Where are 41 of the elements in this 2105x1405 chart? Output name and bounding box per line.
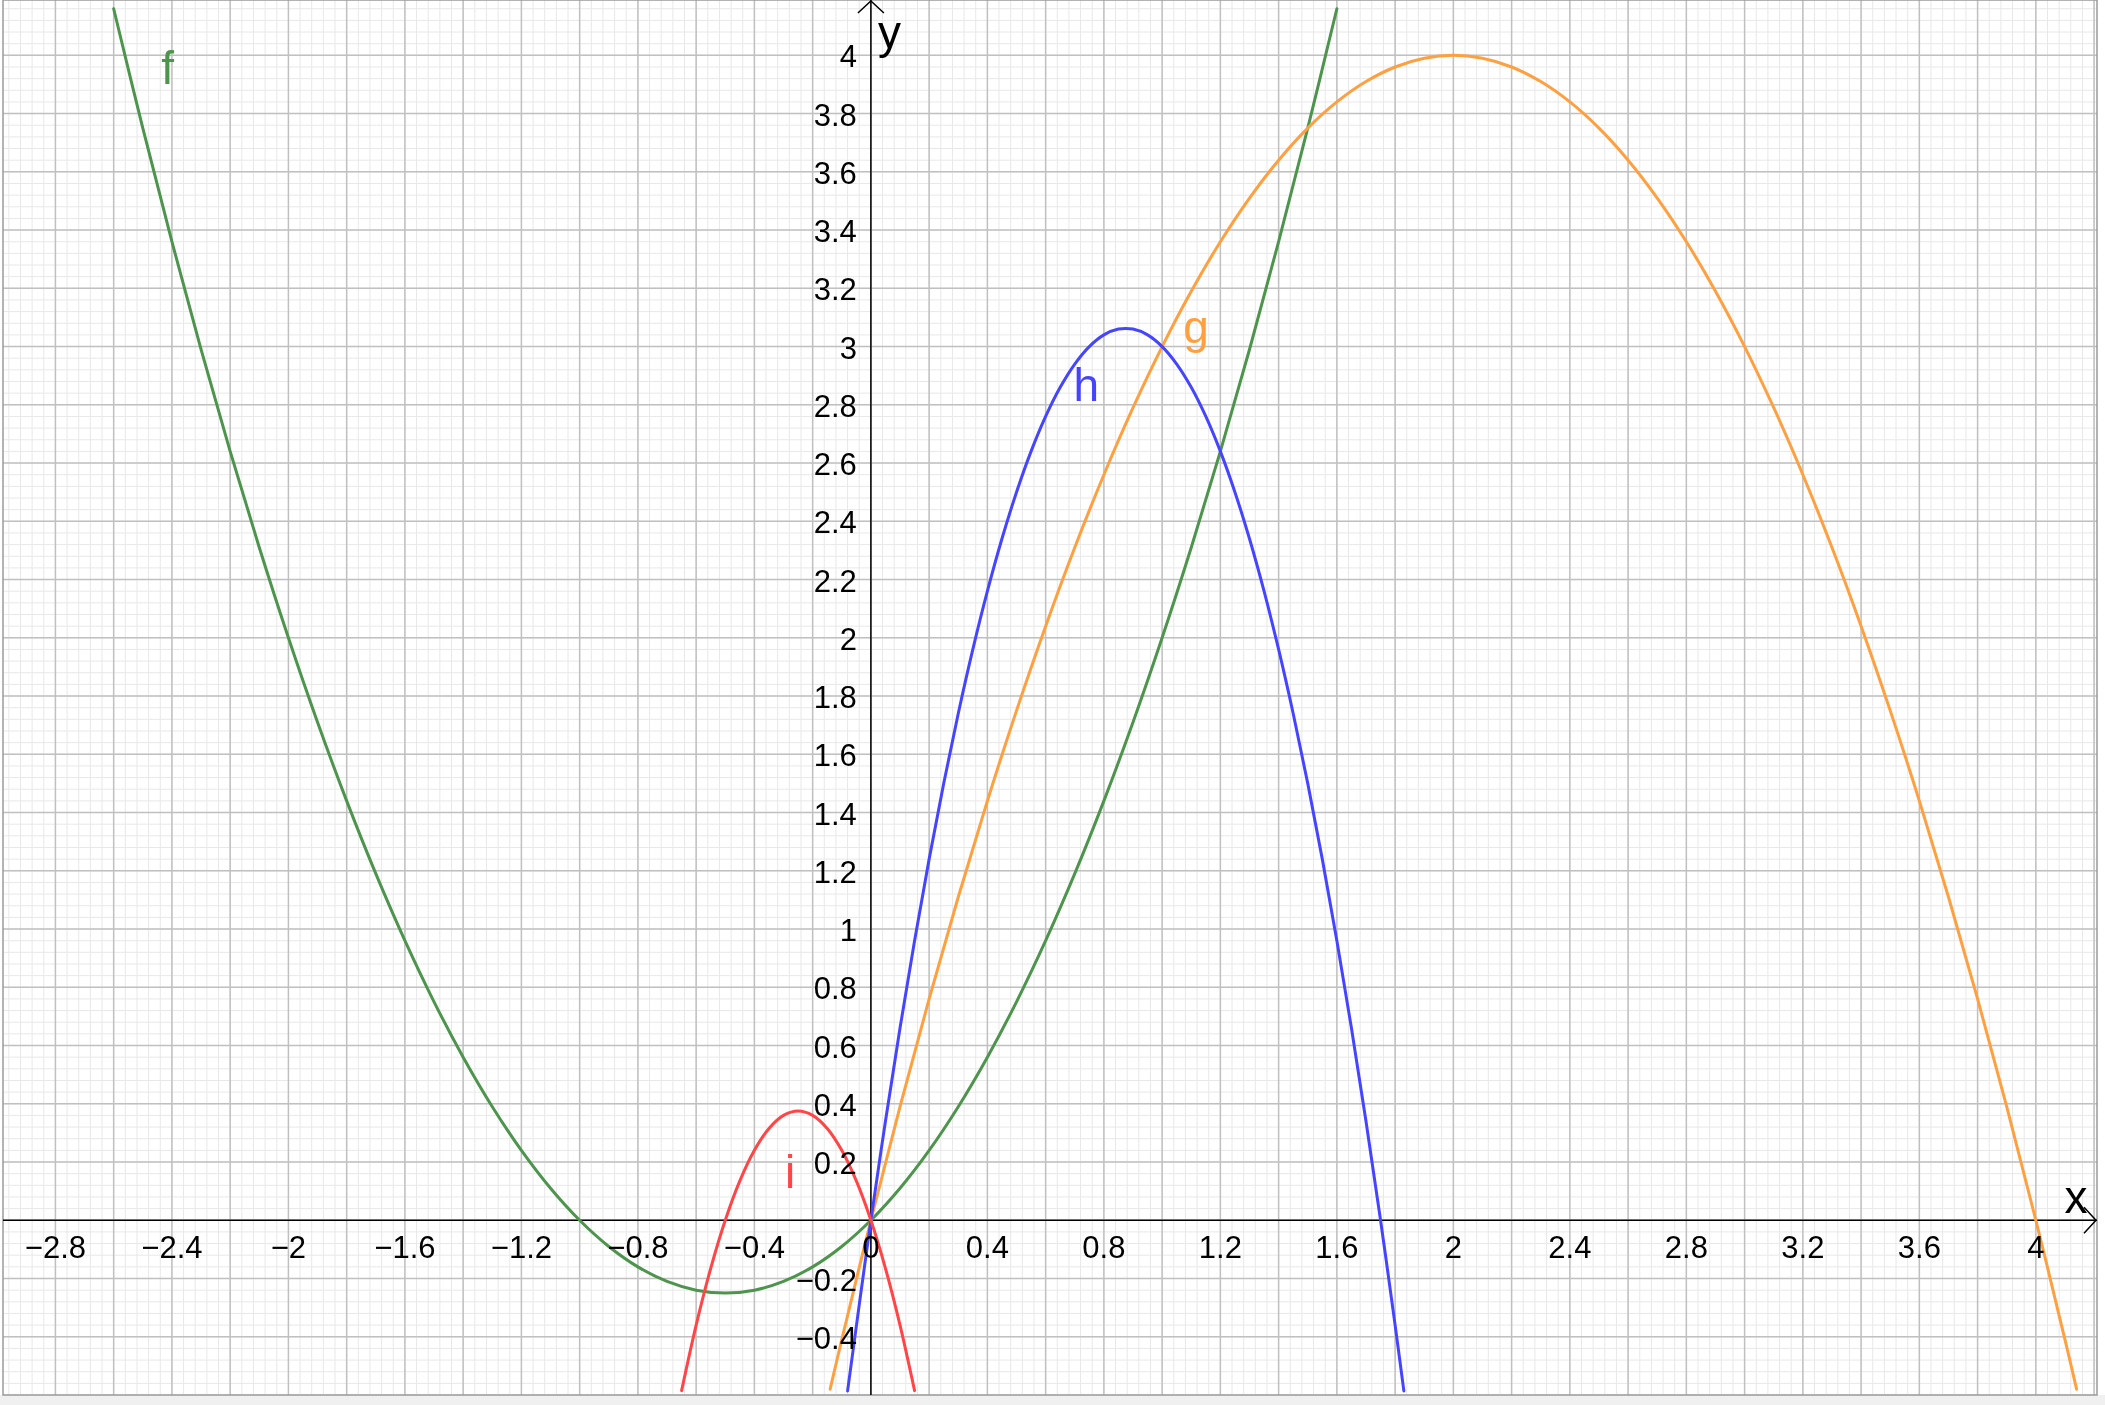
series-label: i: [784, 1146, 796, 1199]
y-tick-label: 1.2: [813, 854, 857, 890]
series-label: g: [1183, 300, 1209, 353]
y-tick-label: 3.4: [813, 214, 857, 250]
x-tick-label: −1.6: [374, 1230, 436, 1266]
y-tick-label: 1: [839, 913, 857, 949]
series-label: f: [161, 41, 175, 94]
x-tick-label: −1.2: [490, 1230, 552, 1266]
y-tick-label: 3.2: [813, 272, 857, 308]
y-tick-label: 0.8: [813, 971, 857, 1007]
x-tick-label: −2.8: [24, 1230, 87, 1266]
y-tick-label: 2.4: [813, 505, 857, 541]
x-tick-label: −2.4: [141, 1230, 203, 1266]
x-tick-label: 2: [1444, 1230, 1462, 1266]
y-tick-label: 2.8: [813, 388, 857, 424]
x-tick-label: 0.8: [1082, 1230, 1126, 1266]
y-tick-label: 1.4: [813, 796, 857, 832]
x-tick-label: −0.4: [723, 1230, 785, 1266]
y-tick-label: 3: [839, 330, 857, 366]
x-tick-label: −2: [270, 1230, 307, 1266]
x-tick-label: 0.4: [965, 1230, 1009, 1266]
y-tick-label: 0.4: [813, 1087, 857, 1123]
y-tick-label: 0.6: [813, 1029, 857, 1065]
x-tick-label: 3.2: [1781, 1230, 1825, 1266]
x-tick-label: 2.4: [1548, 1230, 1592, 1266]
series-label: h: [1073, 358, 1100, 411]
y-tick-label: 2.2: [813, 563, 857, 599]
y-tick-label: 1.6: [813, 738, 857, 774]
x-tick-label: 1.6: [1315, 1230, 1359, 1266]
y-tick-label: 4: [839, 39, 857, 75]
x-tick-label: 3.6: [1897, 1230, 1941, 1266]
x-axis-title: x: [2064, 1171, 2088, 1224]
x-tick-label: 1.2: [1198, 1230, 1242, 1266]
y-tick-label: 3.6: [813, 155, 857, 191]
x-tick-label: −0.8: [607, 1230, 669, 1266]
y-tick-label: 2: [839, 621, 857, 657]
y-tick-label: 2.6: [813, 447, 857, 483]
y-axis-title: y: [877, 6, 901, 58]
y-tick-label: 3.8: [813, 97, 857, 133]
x-tick-label: 2.8: [1664, 1230, 1708, 1266]
y-tick-label: 1.8: [813, 680, 857, 716]
